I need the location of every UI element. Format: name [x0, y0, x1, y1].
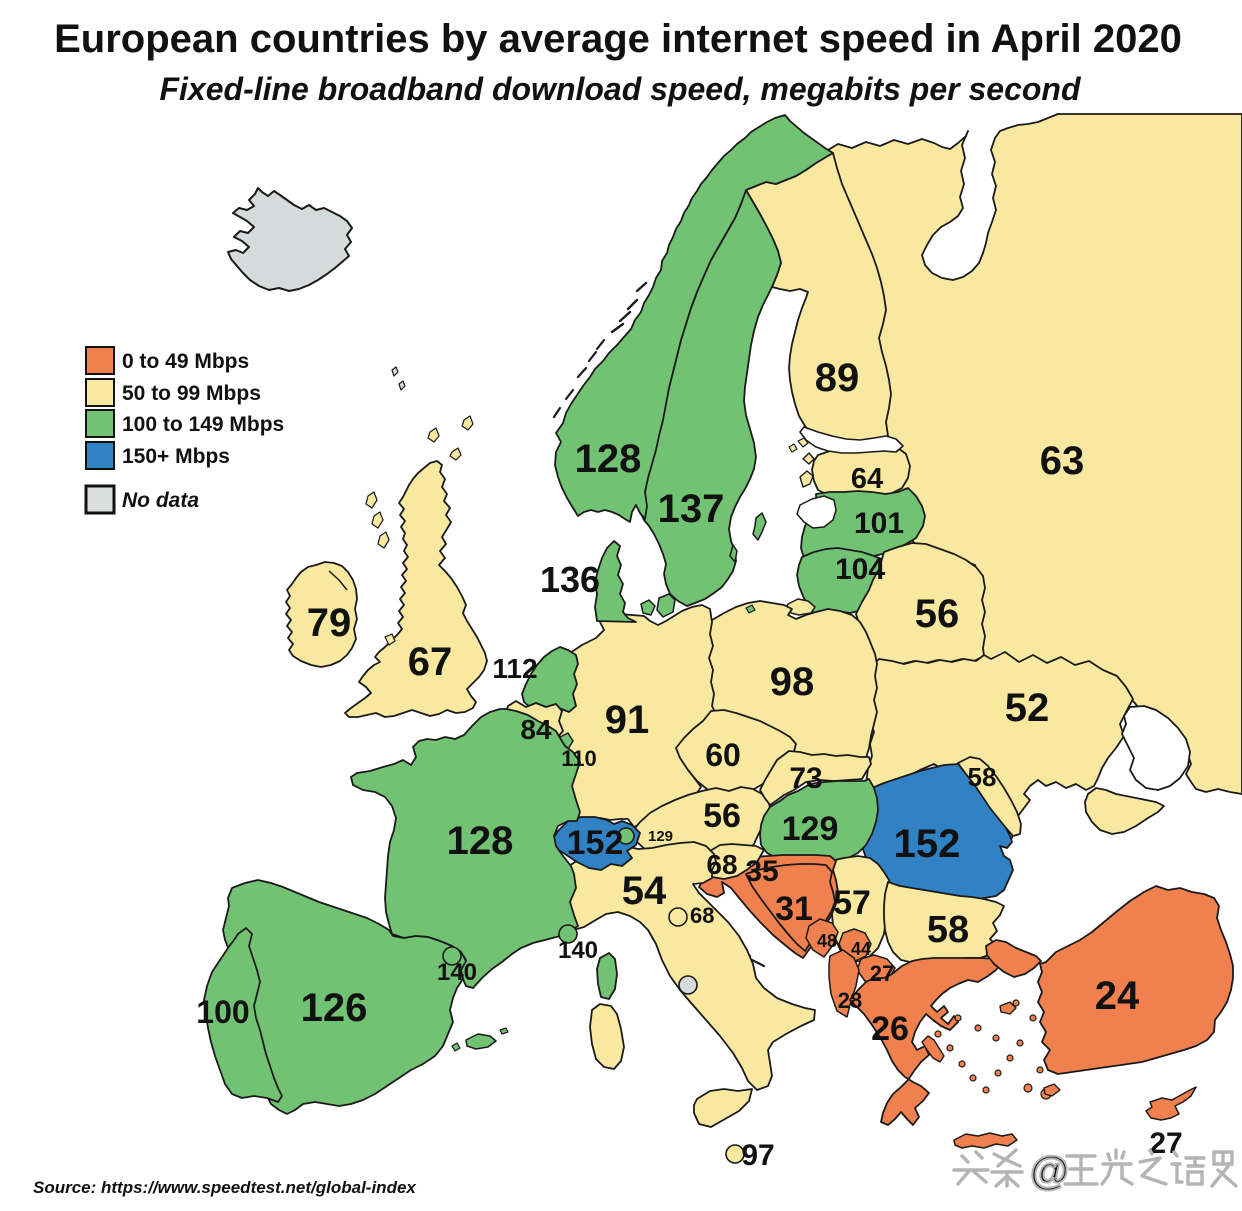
- svg-text:68: 68: [690, 903, 714, 928]
- svg-text:100: 100: [196, 994, 249, 1030]
- svg-text:98: 98: [770, 660, 815, 704]
- svg-text:60: 60: [705, 737, 741, 773]
- svg-text:57: 57: [833, 884, 871, 922]
- svg-text:152: 152: [567, 824, 624, 862]
- svg-text:68: 68: [706, 849, 737, 880]
- svg-text:150+ Mbps: 150+ Mbps: [122, 445, 230, 468]
- svg-text:0 to 49 Mbps: 0 to 49 Mbps: [122, 350, 249, 373]
- svg-text:Source: https://www.speedtest.: Source: https://www.speedtest.net/global…: [33, 1178, 417, 1197]
- svg-text:104: 104: [835, 553, 885, 586]
- svg-text:128: 128: [447, 819, 514, 863]
- svg-text:129: 129: [782, 810, 839, 848]
- svg-text:@: @: [1030, 1149, 1069, 1193]
- svg-text:140: 140: [558, 937, 598, 964]
- svg-text:67: 67: [408, 640, 453, 684]
- svg-text:79: 79: [307, 601, 352, 645]
- svg-text:73: 73: [789, 762, 822, 795]
- svg-text:101: 101: [854, 507, 904, 540]
- svg-text:136: 136: [540, 559, 600, 600]
- svg-text:48: 48: [817, 931, 837, 951]
- svg-text:63: 63: [1040, 439, 1085, 483]
- svg-text:44: 44: [851, 939, 871, 959]
- svg-text:Fixed-line broadband download: Fixed-line broadband download speed, meg…: [159, 71, 1081, 107]
- svg-text:100 to 149 Mbps: 100 to 149 Mbps: [122, 413, 284, 436]
- svg-text:137: 137: [658, 487, 725, 531]
- svg-text:35: 35: [745, 855, 778, 888]
- svg-text:54: 54: [622, 869, 667, 913]
- svg-text:58: 58: [968, 762, 997, 792]
- svg-text:140: 140: [437, 959, 477, 986]
- svg-text:126: 126: [301, 986, 368, 1030]
- svg-text:129: 129: [648, 828, 673, 845]
- svg-text:European countries by average: European countries by average internet s…: [54, 17, 1182, 61]
- svg-text:27: 27: [870, 961, 894, 986]
- svg-text:28: 28: [838, 988, 862, 1013]
- svg-text:31: 31: [775, 890, 813, 928]
- svg-text:112: 112: [492, 653, 537, 684]
- svg-text:64: 64: [851, 463, 883, 495]
- svg-text:91: 91: [605, 698, 650, 742]
- svg-text:128: 128: [575, 437, 642, 481]
- svg-text:84: 84: [520, 714, 552, 745]
- svg-text:No data: No data: [122, 489, 199, 512]
- svg-text:52: 52: [1005, 686, 1050, 730]
- svg-text:26: 26: [871, 1010, 909, 1048]
- svg-text:56: 56: [703, 797, 741, 835]
- svg-text:24: 24: [1095, 974, 1140, 1018]
- svg-text:152: 152: [894, 822, 961, 866]
- svg-text:110: 110: [561, 746, 597, 771]
- svg-text:58: 58: [927, 909, 969, 951]
- svg-text:50 to 99 Mbps: 50 to 99 Mbps: [122, 382, 261, 405]
- svg-text:56: 56: [915, 592, 960, 636]
- svg-text:97: 97: [741, 1139, 774, 1172]
- svg-text:89: 89: [815, 356, 860, 400]
